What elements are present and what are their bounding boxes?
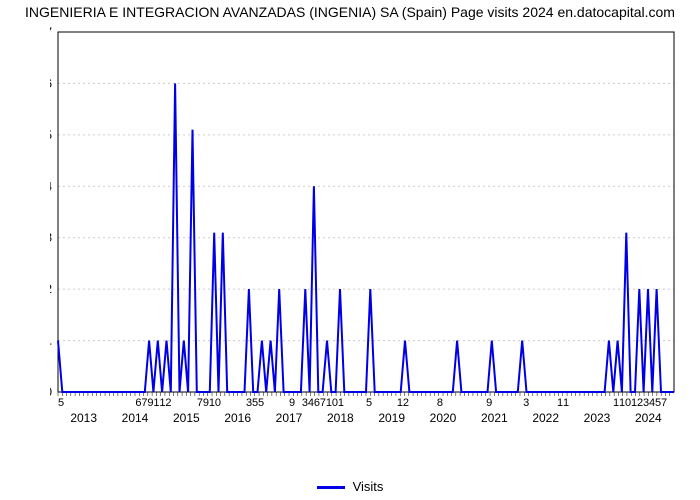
svg-text:1: 1 (338, 397, 344, 409)
svg-text:7: 7 (661, 397, 667, 409)
svg-text:2015: 2015 (173, 411, 200, 425)
svg-text:4: 4 (50, 179, 52, 193)
svg-text:1: 1 (563, 397, 569, 409)
plot-area: 0123456720132014201520162017201820192020… (50, 26, 680, 436)
svg-text:2: 2 (50, 282, 52, 296)
svg-text:2018: 2018 (327, 411, 354, 425)
svg-text:8: 8 (437, 397, 443, 409)
svg-text:2014: 2014 (122, 411, 149, 425)
svg-text:2: 2 (403, 397, 409, 409)
svg-text:9: 9 (289, 397, 295, 409)
svg-text:2013: 2013 (70, 411, 97, 425)
legend-label: Visits (353, 479, 384, 494)
svg-text:3: 3 (50, 231, 52, 245)
svg-text:5: 5 (258, 397, 264, 409)
legend-swatch (317, 486, 345, 489)
svg-text:1: 1 (50, 334, 52, 348)
svg-text:5: 5 (58, 397, 64, 409)
svg-text:9: 9 (486, 397, 492, 409)
svg-text:2023: 2023 (584, 411, 611, 425)
svg-text:2017: 2017 (276, 411, 303, 425)
legend: Visits (0, 479, 700, 494)
svg-text:5: 5 (366, 397, 372, 409)
chart-container: INGENIERIA E INTEGRACION AVANZADAS (INGE… (0, 0, 700, 500)
svg-text:2021: 2021 (481, 411, 508, 425)
svg-text:2: 2 (165, 397, 171, 409)
svg-text:6: 6 (50, 76, 52, 90)
svg-text:2022: 2022 (532, 411, 559, 425)
svg-text:2016: 2016 (224, 411, 251, 425)
svg-text:3: 3 (523, 397, 529, 409)
svg-text:2020: 2020 (430, 411, 457, 425)
svg-text:0: 0 (215, 397, 221, 409)
svg-text:5: 5 (50, 128, 52, 142)
svg-text:0: 0 (50, 385, 52, 399)
svg-text:7: 7 (50, 26, 52, 39)
svg-text:2019: 2019 (378, 411, 405, 425)
chart-svg: 0123456720132014201520162017201820192020… (50, 26, 680, 436)
svg-text:2024: 2024 (635, 411, 662, 425)
chart-title: INGENIERIA E INTEGRACION AVANZADAS (INGE… (0, 4, 700, 20)
